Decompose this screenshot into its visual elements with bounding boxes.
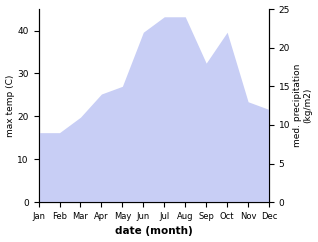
Y-axis label: max temp (C): max temp (C) (5, 75, 15, 137)
X-axis label: date (month): date (month) (115, 227, 193, 236)
Y-axis label: med. precipitation
(kg/m2): med. precipitation (kg/m2) (293, 64, 313, 147)
